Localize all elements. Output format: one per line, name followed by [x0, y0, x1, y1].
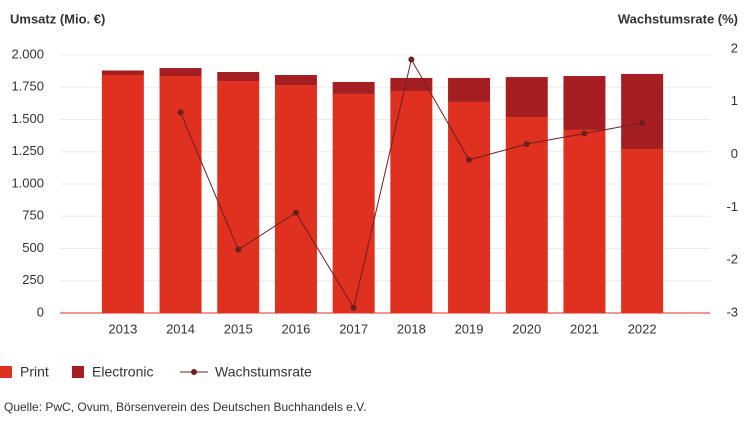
- source: Quelle: PwC, Ovum, Börsenverein des Deut…: [4, 400, 366, 414]
- x-tick-label: 2019: [455, 321, 484, 336]
- legend-point: [191, 369, 197, 375]
- x-tick-label: 2017: [339, 321, 368, 336]
- x-tick-label: 2022: [628, 321, 657, 336]
- point: [581, 130, 588, 137]
- y2-tick-label: 1: [731, 93, 738, 108]
- legend-label: Electronic: [92, 364, 153, 380]
- bar: [621, 73, 664, 150]
- x-tick-label: 2021: [570, 321, 599, 336]
- y2-tick-label: -3: [726, 304, 738, 319]
- point: [466, 156, 473, 163]
- point: [408, 56, 415, 63]
- y2-tick-label: 0: [731, 146, 738, 161]
- legend-swatch: [72, 366, 84, 378]
- y-tick-label: 500: [22, 240, 44, 255]
- bar: [217, 72, 260, 82]
- point: [292, 209, 299, 216]
- point: [523, 141, 530, 148]
- legend-swatch: [0, 366, 12, 378]
- bar: [563, 76, 606, 130]
- bar: [621, 149, 664, 313]
- y2-tick-label: 2: [731, 40, 738, 55]
- bar: [505, 77, 548, 118]
- y-tick-label: 0: [37, 304, 44, 319]
- y-tick-label: 1.750: [11, 79, 44, 94]
- point: [350, 304, 357, 311]
- bar: [274, 74, 317, 86]
- x-tick-label: 2015: [224, 321, 253, 336]
- y-axis-title: Umsatz (Mio. €): [10, 11, 105, 26]
- bar: [448, 77, 491, 102]
- point: [177, 109, 184, 116]
- x-tick-label: 2016: [281, 321, 310, 336]
- bar: [505, 117, 548, 313]
- x-tick-label: 2018: [397, 321, 426, 336]
- bar: [390, 90, 433, 313]
- legend-label: Wachstumsrate: [215, 364, 312, 380]
- bar: [159, 68, 202, 77]
- y2-axis-title: Wachstumsrate (%): [618, 11, 738, 26]
- bar: [159, 76, 202, 313]
- legend-label: Print: [20, 364, 49, 380]
- bar: [101, 70, 144, 75]
- bar: [101, 74, 144, 314]
- x-tick-label: 2020: [512, 321, 541, 336]
- y-tick-label: 1.000: [11, 175, 44, 190]
- y-tick-label: 1.250: [11, 143, 44, 158]
- bar: [332, 93, 375, 313]
- bar: [217, 81, 260, 313]
- point: [639, 119, 646, 126]
- y-tick-label: 2.000: [11, 46, 44, 61]
- x-tick-label: 2014: [166, 321, 195, 336]
- bar: [563, 129, 606, 313]
- bar: [332, 81, 375, 94]
- bar: [390, 77, 433, 91]
- bar: [274, 85, 317, 313]
- bar: [448, 101, 491, 314]
- y-tick-label: 250: [22, 272, 44, 287]
- x-tick-label: 2013: [108, 321, 137, 336]
- y2-tick-label: -2: [726, 252, 738, 267]
- y-tick-label: 750: [22, 208, 44, 223]
- point: [235, 246, 242, 253]
- y2-tick-label: -1: [726, 199, 738, 214]
- y-tick-label: 1.500: [11, 111, 44, 126]
